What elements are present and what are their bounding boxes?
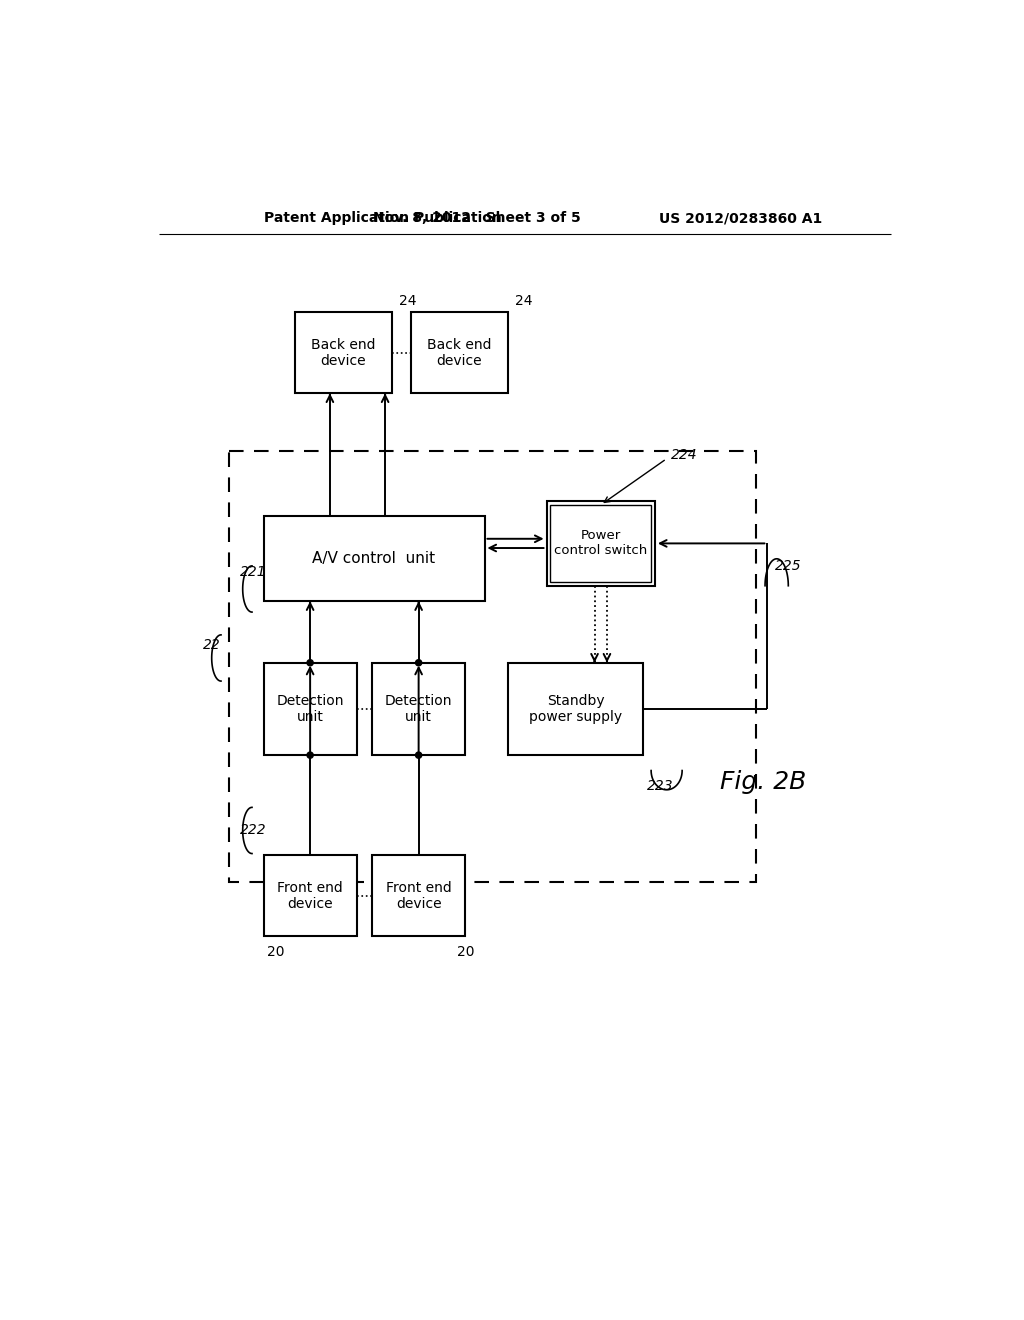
Text: Patent Application Publication: Patent Application Publication [263, 211, 502, 226]
Text: US 2012/0283860 A1: US 2012/0283860 A1 [658, 211, 822, 226]
Bar [263, 516, 484, 601]
Text: Nov. 8, 2012   Sheet 3 of 5: Nov. 8, 2012 Sheet 3 of 5 [373, 211, 581, 226]
Bar [228, 451, 756, 882]
Text: Detection
unit: Detection unit [385, 694, 453, 725]
Bar [372, 855, 465, 936]
Text: Back end
device: Back end device [427, 338, 492, 368]
Text: Back end
device: Back end device [311, 338, 376, 368]
Bar [508, 663, 643, 755]
Text: 224: 224 [671, 447, 697, 462]
Text: Front end
device: Front end device [278, 880, 343, 911]
Bar [263, 855, 356, 936]
Text: 22: 22 [203, 638, 221, 652]
Circle shape [416, 660, 422, 665]
Text: Detection
unit: Detection unit [276, 694, 344, 725]
Text: 20: 20 [458, 945, 475, 958]
Text: 20: 20 [267, 945, 285, 958]
Text: Fig. 2B: Fig. 2B [720, 770, 807, 795]
Text: 24: 24 [399, 294, 417, 308]
Text: A/V control  unit: A/V control unit [312, 552, 435, 566]
Circle shape [416, 752, 422, 758]
Text: Power
control switch: Power control switch [554, 529, 647, 557]
Text: 24: 24 [515, 294, 534, 308]
Bar [411, 313, 508, 393]
Bar [550, 506, 651, 582]
Text: 222: 222 [241, 824, 267, 837]
Text: 225: 225 [775, 560, 802, 573]
Text: 223: 223 [647, 779, 674, 793]
Circle shape [307, 752, 313, 758]
Bar [372, 663, 465, 755]
Text: Front end
device: Front end device [386, 880, 452, 911]
Bar [295, 313, 391, 393]
Circle shape [307, 660, 313, 665]
Bar [263, 663, 356, 755]
Text: 221: 221 [241, 565, 267, 578]
Bar [547, 502, 655, 586]
Text: Standby
power supply: Standby power supply [529, 694, 623, 725]
